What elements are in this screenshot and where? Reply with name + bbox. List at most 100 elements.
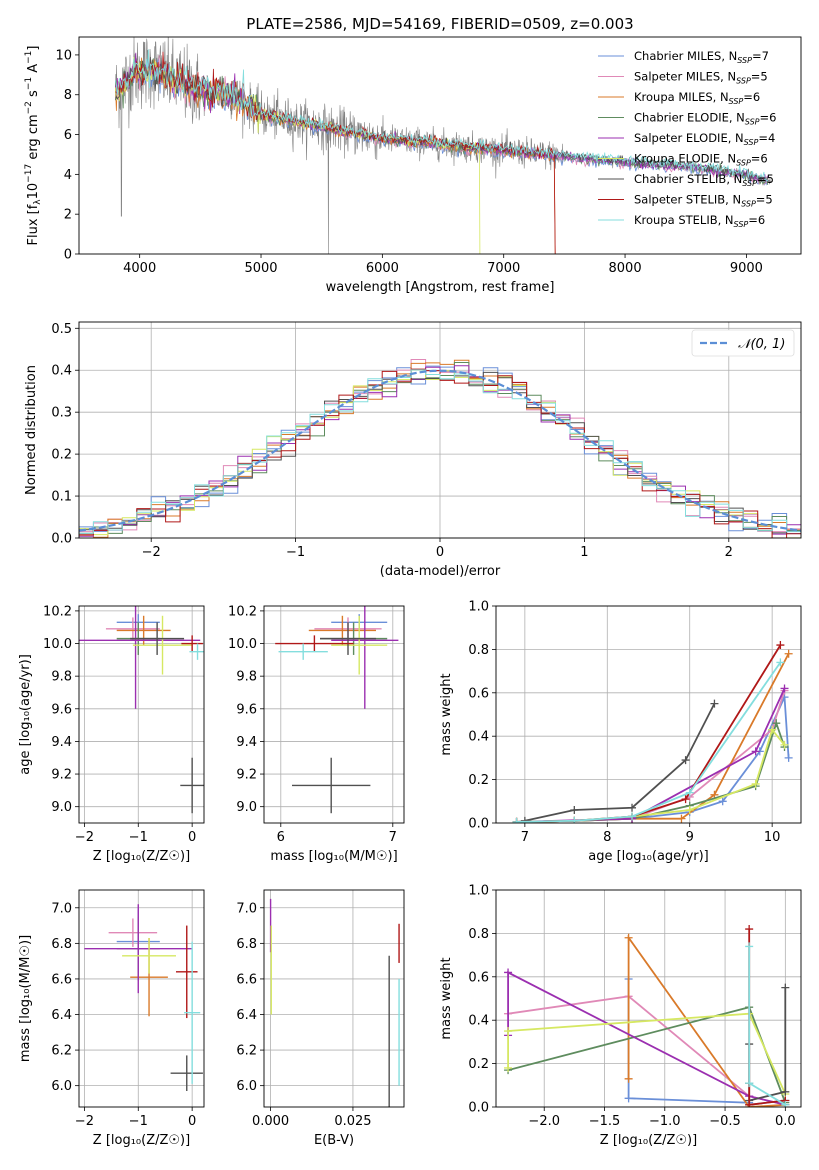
axes-frame (495, 889, 802, 1108)
y-axis-label-part: A (26, 64, 41, 77)
series-line-salpeter_miles (516, 690, 786, 823)
x-axis-label: wavelength [Angstrom, rest frame] (326, 280, 555, 295)
x-tick-label: 2 (725, 545, 733, 560)
legend-label: Kroupa ELODIE, NSSP=6 (634, 152, 768, 168)
legend-label-sub: SSP (741, 200, 756, 209)
y-axis-label: mass weight (439, 957, 454, 1039)
y-axis-label-part: −1 (24, 51, 34, 64)
y-axis-label: mass weight (439, 673, 454, 755)
spectrum-axes: 4000 5000 6000 7000 8000 9000 0 2 4 6 8 10 wavelengt… (24, 15, 802, 295)
y-tick-label: 10.0 (228, 637, 257, 652)
x-tick-label: −1 (286, 545, 305, 560)
series-line-salpeter_stelib (516, 644, 782, 823)
legend-label-name: Kroupa MILES, N (634, 90, 729, 104)
x-tick-label: 8000 (609, 261, 642, 276)
y-axis-label-part: 10 (26, 183, 41, 200)
data-point-kroupa_miles (624, 1074, 633, 1083)
y-axis-label: age [log₁₀(age/yr)] (18, 654, 33, 775)
mass_vs_Z-axes: −2 −1 0 6.0 6.2 6.4 6.6 6.8 7.0 Z [log₁₀(Z/Z☉)] ma… (18, 889, 205, 1148)
y-tick-label: 10.2 (228, 604, 257, 619)
data-point-chabrier_stelib (781, 1087, 790, 1096)
y-tick-label: 6.6 (51, 972, 72, 987)
y-tick-label: 0.8 (468, 927, 489, 942)
y-tick-label: 9.0 (51, 800, 72, 815)
x-tick-label: 7 (521, 830, 529, 845)
residuals-axes: −2 −1 0 1 2 0.0 0.1 0.2 0.3 0.4 0.5 (data-model)/er… (24, 321, 802, 579)
legend-label-name: Salpeter MILES, N (634, 70, 736, 84)
axes-frame (78, 605, 205, 824)
y-tick-label: 6.0 (236, 1079, 257, 1094)
y-tick-label: 7.0 (51, 901, 72, 916)
x-tick-label: −1 (129, 1114, 148, 1129)
x-tick-label: −1.0 (649, 1114, 681, 1129)
y-tick-label: 6.2 (236, 1044, 257, 1059)
y-tick-label: 0.2 (468, 1057, 489, 1072)
data-point-kroupa_elodie (504, 1027, 513, 1036)
y-tick-label: 9.2 (51, 768, 72, 783)
y-axis-label-part: −2 (24, 101, 34, 114)
legend-label-sub: SSP (745, 118, 760, 127)
legend-label-eq: =6 (751, 152, 768, 166)
x-tick-label: 9000 (730, 261, 763, 276)
axes-frame (495, 605, 802, 824)
x-tick-label: 0.000 (252, 1114, 289, 1129)
data-point-kroupa_stelib (781, 1100, 790, 1107)
y-axis-label-part: −1 (24, 77, 34, 90)
weight_vs_Z-plot-area (504, 925, 790, 1107)
y-tick-label: 6.8 (236, 937, 257, 952)
legend-label: Salpeter MILES, NSSP=5 (634, 70, 768, 86)
data-point-chabrier_stelib (681, 756, 690, 765)
x-tick-label: −2 (75, 1114, 94, 1129)
x-tick-label: 0.025 (334, 1114, 371, 1129)
x-tick-label: −2 (75, 830, 94, 845)
series-line-salpeter_elodie (507, 971, 786, 1106)
age_vs_mass-axes: 6 7 9.0 9.2 9.4 9.6 9.8 10.0 10.2 mass [log₁₀(M/M… (228, 604, 405, 864)
data-point-salpeter_elodie (504, 968, 513, 977)
data-point-chabrier_miles (624, 1094, 633, 1103)
y-tick-label: 0.6 (468, 686, 489, 701)
legend-box (691, 329, 795, 357)
x-axis-label: Z [log₁₀(Z/Z☉)] (600, 1133, 697, 1148)
legend-label-eq: =5 (756, 193, 773, 207)
y-tick-label: 0.0 (468, 817, 489, 832)
data-point-salpeter_stelib (745, 925, 754, 934)
legend-label-sub: SSP (736, 159, 751, 168)
axes-frame (78, 36, 802, 255)
x-tick-label: 10 (764, 830, 781, 845)
data-point-chabrier_elodie (772, 719, 781, 728)
x-axis-label: Z [log₁₀(Z/Z☉)] (93, 1133, 190, 1148)
x-tick-label: 0.0 (775, 1114, 796, 1129)
model-spectrum-salpeter_stelib (115, 51, 556, 254)
y-tick-label: 0.4 (51, 364, 72, 379)
legend-label: 𝒩(0, 1) (738, 337, 785, 352)
y-tick-label: 8 (64, 88, 72, 103)
y-tick-label: 9.8 (51, 670, 72, 685)
x-tick-label: 4000 (123, 261, 156, 276)
y-tick-label: 10.0 (43, 637, 72, 652)
axes-frame (78, 321, 802, 539)
data-point-kroupa_elodie (504, 1063, 513, 1072)
x-tick-label: 0 (188, 1114, 196, 1129)
y-tick-label: 0.5 (51, 322, 72, 337)
weight_vs_age-plot-area (512, 641, 793, 823)
x-tick-label: −1 (129, 830, 148, 845)
mass_vs_Z-plot-area (84, 904, 203, 1091)
legend-label-eq: =5 (757, 172, 774, 186)
data-point-salpeter_stelib (745, 1100, 754, 1107)
x-tick-label: 6000 (366, 261, 399, 276)
y-tick-label: 9.0 (236, 800, 257, 815)
legend-label-name: Chabrier STELIB, N (634, 172, 742, 186)
data-point-kroupa_stelib (685, 788, 694, 797)
y-tick-label: 6.0 (51, 1079, 72, 1094)
x-tick-label: −2 (142, 545, 161, 560)
model-spectrum-kroupa_stelib (115, 49, 769, 182)
data-point-salpeter_elodie (780, 684, 789, 693)
data-point-chabrier_miles (718, 797, 727, 806)
y-tick-label: 6.2 (51, 1044, 72, 1059)
histogram-kroupa_stelib (79, 369, 801, 538)
x-tick-label: 7 (389, 830, 397, 845)
legend-label-eq: =6 (748, 213, 765, 227)
series-line-salpeter_elodie (516, 688, 786, 823)
y-tick-label: 0.2 (51, 448, 72, 463)
